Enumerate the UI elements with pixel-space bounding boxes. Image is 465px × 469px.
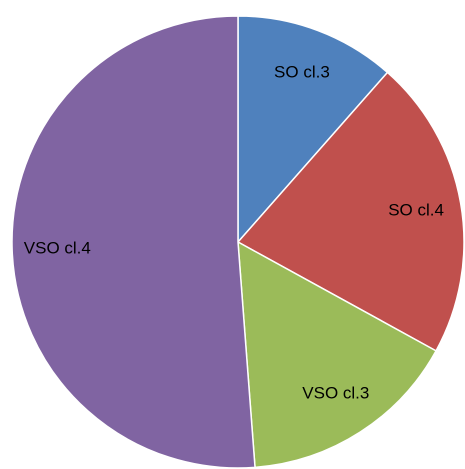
slice-label: SO cl.3	[274, 62, 330, 81]
pie-slice	[237, 240, 438, 469]
pie-slice	[11, 15, 256, 469]
slice-label: VSO cl.3	[302, 384, 369, 403]
slice-label: VSO cl.4	[24, 238, 91, 257]
slice-label: SO cl.4	[388, 200, 444, 219]
pie-slice	[237, 15, 389, 244]
pie-slice	[236, 71, 465, 352]
